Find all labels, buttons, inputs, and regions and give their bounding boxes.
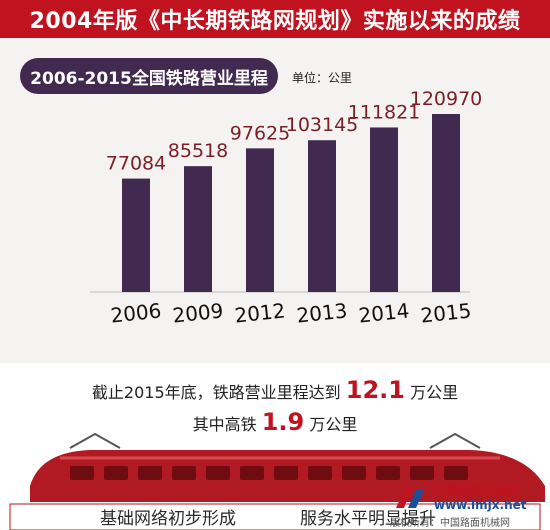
x-tick-label-2013: 2013: [295, 298, 348, 327]
value-label-2012: 97625: [230, 122, 290, 144]
summary-total-value: 12.1: [345, 376, 405, 404]
summary-line1-suffix: 万公里: [410, 383, 459, 402]
summary-line2-suffix: 万公里: [309, 415, 358, 434]
footer-label-network: 基础网络初步形成: [100, 509, 236, 529]
value-label-2009: 85518: [168, 140, 228, 162]
summary-high-speed-value: 1.9: [261, 408, 305, 436]
value-label-2015: 120970: [410, 88, 483, 110]
watermark-logo-icon: [396, 486, 424, 508]
x-tick-label-2006: 2006: [109, 298, 162, 327]
summary-line1-prefix: 截止2015年底，铁路营业里程达到: [91, 383, 341, 402]
bar-2013: [308, 140, 336, 292]
footer-label-service: 服务水平明显提升: [300, 509, 436, 529]
bar-2015: [432, 114, 460, 292]
chart-unit-label: 单位：公里: [292, 71, 353, 85]
watermark: 中国路面机械网 www.lmjx.net 版权所有：中国路面机械网: [390, 480, 550, 530]
train-illustration: [0, 432, 550, 530]
x-tick-label-2012: 2012: [233, 298, 286, 327]
x-tick-label-2009: 2009: [171, 298, 224, 327]
x-tick-label-2014: 2014: [357, 298, 410, 327]
value-label-2013: 103145: [286, 114, 359, 136]
x-tick-label-2015: 2015: [419, 298, 472, 327]
bar-2006: [122, 178, 150, 292]
summary-total-length: 截止2015年底，铁路营业里程达到 12.1 万公里: [0, 376, 550, 404]
watermark-url: www.lmjx.net: [434, 498, 527, 512]
bar-2012: [246, 148, 274, 292]
bar-chart: 77084 2006 85518 2009 97625 2012 103145 2013 111…: [90, 88, 482, 328]
watermark-site-name: 中国路面机械网: [430, 484, 522, 499]
watermark-copyright: 版权所有：中国路面机械网: [390, 518, 510, 529]
chart-title: 2006-2015全国铁路营业里程: [20, 58, 278, 94]
bar-2014: [370, 127, 398, 293]
value-label-2006: 77084: [106, 153, 166, 175]
summary-high-speed: 其中高铁 1.9 万公里: [0, 408, 550, 436]
bars-layer: 77084 2006 85518 2009 97625 2012 103145 2013 111…: [106, 88, 482, 328]
page-banner: 2004年版《中长期铁路网规划》实施以来的成绩: [0, 0, 550, 38]
summary-line2-prefix: 其中高铁: [192, 415, 257, 434]
value-label-2014: 111821: [348, 101, 421, 123]
bar-2009: [184, 166, 212, 292]
